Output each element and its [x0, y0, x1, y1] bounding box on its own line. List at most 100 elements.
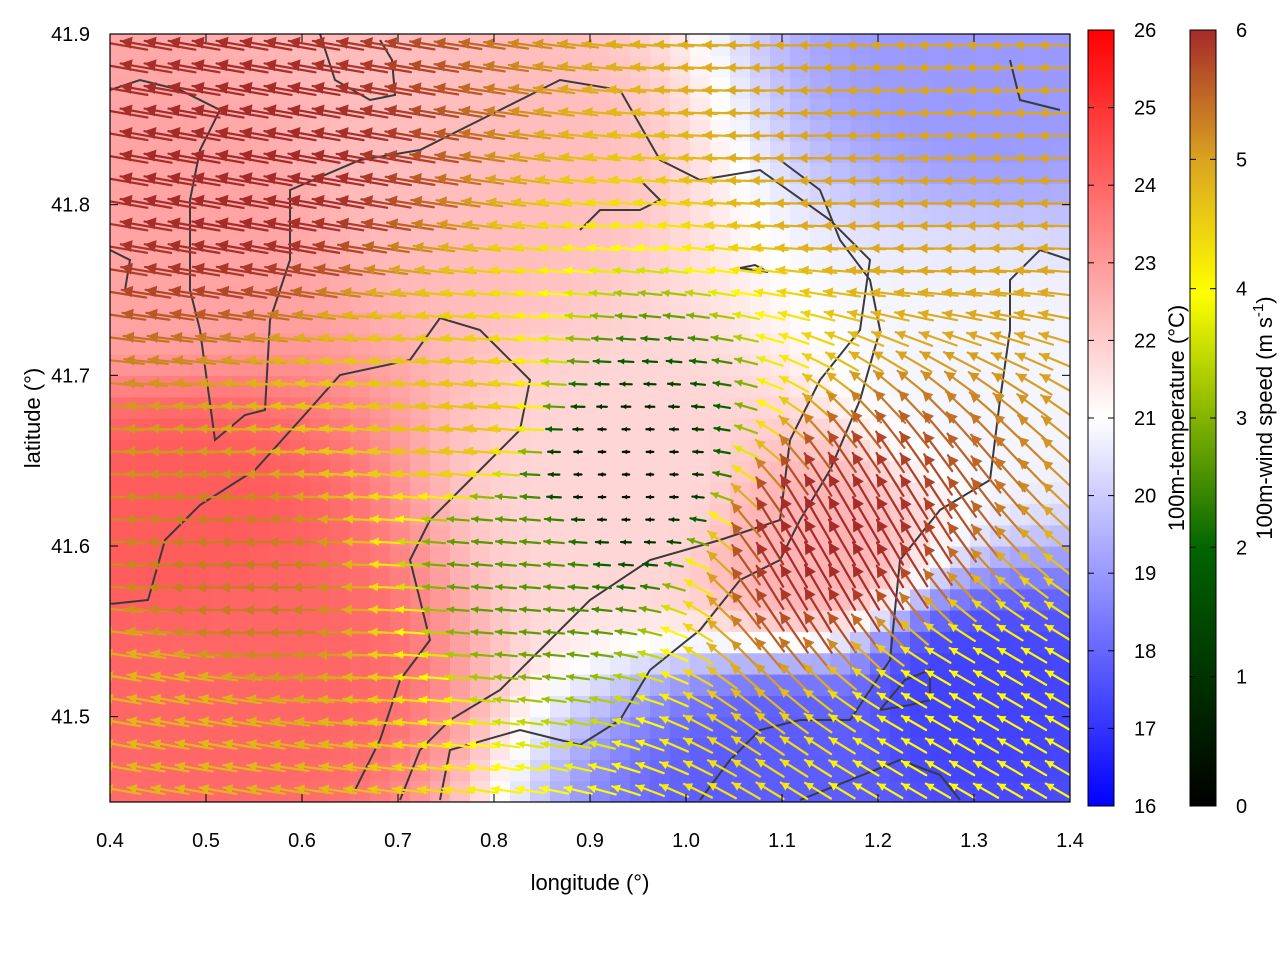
- heatmap-cell: [110, 567, 131, 590]
- heatmap-cell: [110, 76, 131, 99]
- heatmap-cell: [1050, 439, 1070, 462]
- heatmap-cell: [810, 268, 831, 291]
- heatmap-cell: [530, 247, 551, 270]
- colorbar-tick-label: 3: [1236, 408, 1247, 430]
- heatmap-cell: [110, 588, 131, 611]
- heatmap-cell: [230, 631, 251, 654]
- heatmap-cell: [870, 716, 891, 739]
- heatmap-cell: [450, 332, 471, 355]
- heatmap-cell: [430, 610, 451, 632]
- heatmap-cell: [990, 631, 1011, 654]
- heatmap-cell: [750, 204, 771, 227]
- heatmap-cell: [630, 652, 651, 675]
- heatmap-cell: [810, 546, 831, 568]
- heatmap-cell: [450, 226, 471, 248]
- heatmap-cell: [770, 162, 791, 184]
- y-tick-label: 41.8: [51, 195, 90, 217]
- heatmap-cell: [530, 375, 551, 398]
- heatmap-cell: [510, 610, 531, 632]
- heatmap-cell: [670, 716, 691, 739]
- heatmap-cell: [390, 546, 411, 568]
- heatmap-cell: [990, 55, 1011, 78]
- heatmap-cell: [1030, 546, 1051, 568]
- heatmap-cell: [350, 460, 371, 483]
- heatmap-cell: [1050, 247, 1070, 270]
- heatmap-cell: [370, 482, 391, 504]
- heatmap-cell: [710, 226, 731, 248]
- heatmap-cell: [1050, 588, 1070, 611]
- wind-colorbar-label: 100m-wind speed (m s-1): [1250, 296, 1277, 539]
- heatmap-cell: [550, 546, 571, 568]
- heatmap-cell: [410, 204, 431, 227]
- heatmap-cell: [670, 588, 691, 611]
- heatmap-cell: [390, 588, 411, 611]
- heatmap-cell: [590, 610, 611, 632]
- colorbar-tick-label: 16: [1134, 796, 1156, 818]
- heatmap-cell: [770, 98, 791, 120]
- heatmap-cell: [650, 631, 671, 654]
- heatmap-cell: [690, 247, 711, 270]
- heatmap-cell: [290, 588, 311, 611]
- heatmap-cell: [510, 354, 531, 376]
- heatmap-cell: [590, 546, 611, 568]
- heatmap-cell: [1050, 55, 1070, 78]
- heatmap-cell: [710, 119, 731, 142]
- heatmap-cell: [290, 631, 311, 654]
- heatmap-cell: [830, 119, 851, 142]
- heatmap-cell: [330, 503, 351, 526]
- heatmap-cell: [150, 780, 171, 802]
- heatmap-cell: [630, 354, 651, 376]
- heatmap-cell: [130, 546, 151, 568]
- heatmap-cell: [1010, 375, 1031, 398]
- heatmap-cell: [690, 204, 711, 227]
- heatmap-cell: [890, 460, 911, 483]
- heatmap-cell: [350, 247, 371, 270]
- heatmap-cell: [1030, 588, 1051, 611]
- heatmap-cell: [950, 98, 971, 120]
- heatmap-cell: [590, 98, 611, 120]
- heatmap-cell: [130, 460, 151, 483]
- heatmap-cell: [810, 55, 831, 78]
- heatmap-cell: [250, 631, 271, 654]
- heatmap-cell: [150, 354, 171, 376]
- heatmap-cell: [730, 98, 751, 120]
- heatmap-cell: [1050, 524, 1070, 547]
- heatmap-cell: [430, 226, 451, 248]
- heatmap-cell: [590, 482, 611, 504]
- heatmap-cell: [490, 226, 511, 248]
- heatmap-cell: [250, 610, 271, 632]
- heatmap-cell: [1050, 674, 1070, 696]
- heatmap-cell: [750, 503, 771, 526]
- heatmap-cell: [670, 332, 691, 355]
- heatmap-cell: [910, 55, 931, 78]
- heatmap-cell: [710, 98, 731, 120]
- wind-arrow: [119, 59, 173, 74]
- heatmap-cell: [770, 716, 791, 739]
- heatmap-cell: [610, 610, 631, 632]
- contour-line: [1009, 59, 1061, 111]
- wind-colorbar: 0 1 2 3 4 5 6 100m-wind speed (m s-1): [1189, 20, 1277, 818]
- heatmap-cell: [230, 588, 251, 611]
- heatmap-cell: [1050, 226, 1070, 248]
- heatmap-cell: [230, 247, 251, 270]
- heatmap-cell: [490, 610, 511, 632]
- heatmap-cell: [290, 652, 311, 675]
- wind-arrow: [110, 313, 147, 321]
- heatmap-cell: [710, 354, 731, 376]
- temperature-colorbar: 16 17 18 19 20 21 22 23 24 25 26 100m-temperature …: [1087, 20, 1189, 818]
- heatmap-cell: [950, 716, 971, 739]
- heatmap-cell: [670, 247, 691, 270]
- heatmap-cell: [110, 631, 131, 654]
- heatmap-cell: [510, 183, 531, 206]
- heatmap-cell: [870, 674, 891, 696]
- heatmap-cell: [630, 503, 651, 526]
- heatmap-cell: [110, 482, 131, 504]
- heatmap-cell: [170, 588, 191, 611]
- heatmap-cell: [750, 55, 771, 78]
- heatmap-cell: [630, 76, 651, 99]
- wind-arrow: [124, 626, 168, 637]
- heatmap-cell: [510, 716, 531, 739]
- heatmap-cell: [1050, 140, 1070, 163]
- heatmap-cell: [530, 631, 551, 654]
- heatmap-cell: [230, 503, 251, 526]
